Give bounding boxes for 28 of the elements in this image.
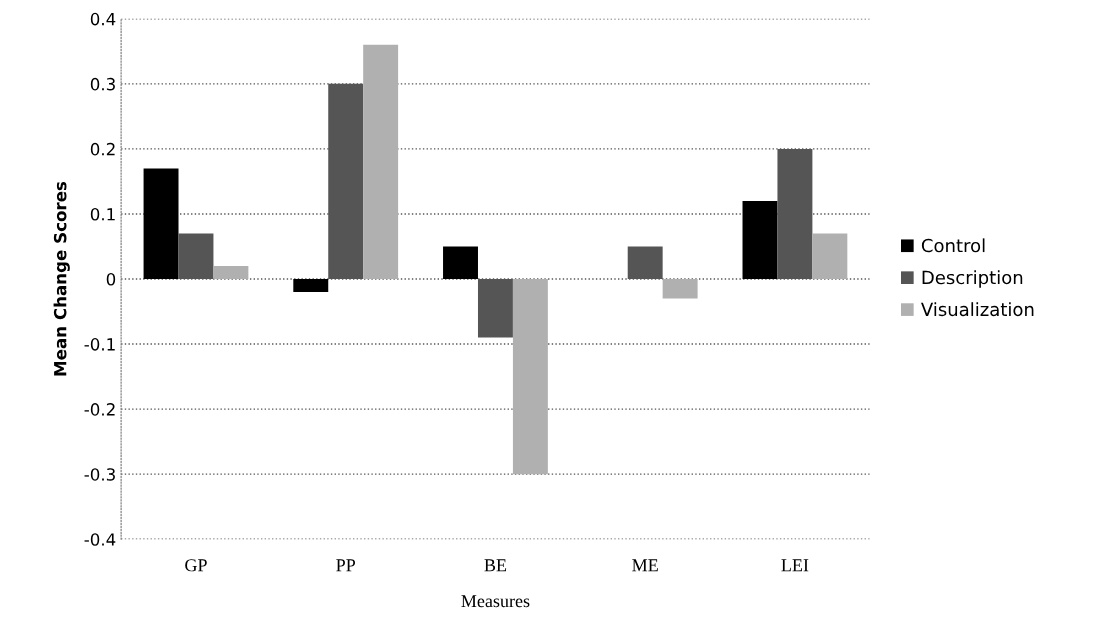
bar — [742, 200, 778, 280]
x-axis-title: Measures — [461, 595, 530, 608]
legend-label: Description — [922, 270, 1023, 288]
x-tick-label: BE — [484, 559, 507, 572]
y-tick-label: 0.2 — [90, 142, 115, 156]
bar — [293, 279, 329, 293]
bar — [363, 44, 399, 280]
legend-label: Visualization — [921, 302, 1034, 317]
x-tick-label: GP — [185, 559, 207, 572]
y-tick-label: -0.4 — [84, 533, 116, 546]
bar — [213, 266, 249, 280]
y-axis-title: Mean Change Scores — [53, 181, 70, 376]
legend-label: Control — [921, 238, 985, 253]
x-tick-label: ME — [632, 559, 658, 572]
y-tick-label: -0.2 — [84, 403, 115, 416]
bar — [512, 279, 548, 475]
bar — [662, 279, 698, 299]
x-tick-label: LEI — [781, 559, 809, 572]
bar — [143, 168, 179, 280]
y-tick-label: 0.3 — [90, 77, 115, 91]
y-tick-label: 0 — [106, 272, 116, 286]
bar — [812, 233, 848, 280]
y-tick-label: -0.1 — [84, 338, 115, 351]
y-tick-label: 0.4 — [90, 12, 116, 26]
bar — [443, 246, 478, 280]
y-tick-label: -0.3 — [84, 468, 115, 481]
y-tick-label: 0.1 — [90, 207, 115, 221]
x-tick-label: PP — [336, 559, 356, 572]
